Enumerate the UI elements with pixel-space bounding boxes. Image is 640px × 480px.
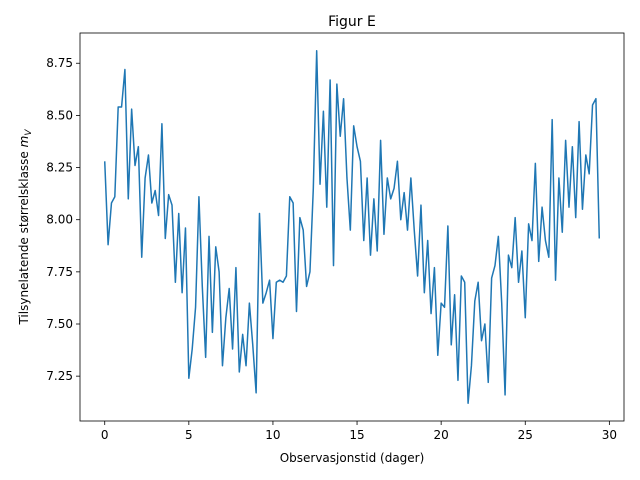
y-axis-label-text: Tilsynelatende størrelsklasse [17,151,31,325]
data-line [103,49,601,405]
y-tick-label: 8.00 [46,213,73,227]
y-tick-label: 7.75 [46,265,73,279]
y-axis-label: Tilsynelatende størrelsklasse mV [17,129,34,326]
y-tick-label: 7.25 [46,369,73,383]
y-axis-label-symbol: m [17,136,31,148]
y-tick-label: 8.50 [46,108,73,122]
x-tick-label: 0 [101,428,109,442]
x-axis-label: Observasjonstid (dager) [280,451,425,465]
x-tick-label: 10 [265,428,280,442]
x-tick-label: 20 [434,428,449,442]
y-axis-label-subscript: V [24,129,34,136]
x-tick-label: 5 [185,428,193,442]
chart-title: Figur E [328,14,376,30]
y-tick-label: 7.50 [46,317,73,331]
y-tick-label: 8.25 [46,161,73,175]
y-tick-label: 8.75 [46,56,73,70]
x-tick-label: 15 [349,428,364,442]
x-tick-label: 25 [518,428,533,442]
x-tick-label: 30 [602,428,617,442]
plot-frame [79,32,625,422]
